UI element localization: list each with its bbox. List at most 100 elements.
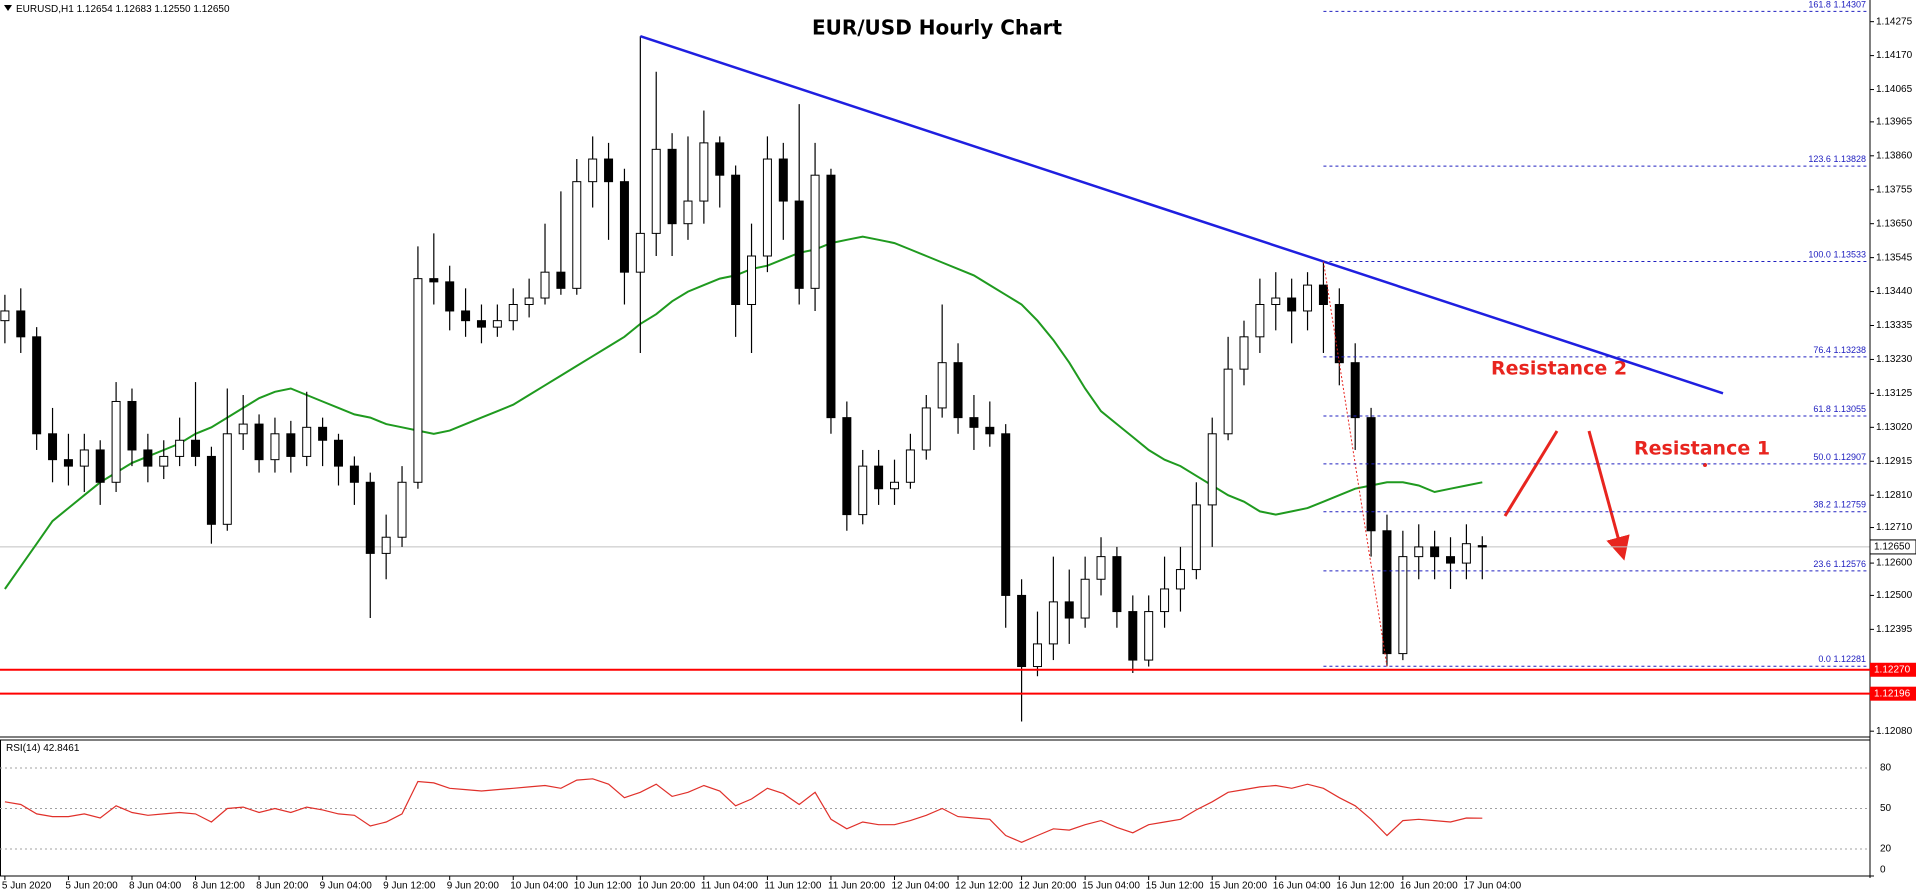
- candle-body: [1112, 556, 1122, 613]
- x-tick-label: 16 Jun 04:00: [1273, 881, 1331, 892]
- fib-price: 1.13533: [1833, 250, 1866, 260]
- y-tick-label: 1.14065: [1876, 84, 1913, 95]
- candle-body: [683, 200, 693, 225]
- candle-body: [731, 174, 741, 305]
- fib-ratio: 23.6: [1813, 559, 1831, 569]
- candle-body: [143, 449, 153, 467]
- candle-body: [445, 281, 455, 312]
- x-tick-label: 9 Jun 04:00: [320, 881, 373, 892]
- y-tick-label: 1.12600: [1876, 558, 1913, 569]
- candle-body: [302, 426, 312, 457]
- fib-price: 1.14307: [1833, 0, 1866, 10]
- candle-body: [667, 148, 677, 225]
- x-tick-label: 5 Jun 20:00: [65, 881, 118, 892]
- candle-body: [1271, 297, 1281, 305]
- candle-body: [762, 158, 772, 257]
- candle-body: [619, 181, 629, 273]
- candle-body: [842, 417, 852, 516]
- candle-body: [1128, 611, 1138, 661]
- candle-body: [699, 142, 709, 202]
- x-tick-label: 8 Jun 04:00: [129, 881, 182, 892]
- candle-body: [715, 142, 725, 176]
- y-tick-label: 1.13650: [1876, 218, 1913, 229]
- candle-body: [1175, 569, 1185, 590]
- fib-level-label: 100.0 1.13533: [1808, 250, 1866, 260]
- candle-body: [1255, 303, 1265, 338]
- candle-body: [429, 278, 439, 283]
- candle-body: [572, 181, 582, 289]
- rsi-tick-label: 80: [1880, 763, 1892, 774]
- candle-body: [222, 433, 232, 525]
- candle-body: [985, 426, 995, 435]
- support-price-box: [1870, 686, 1916, 701]
- y-tick-label: 1.13965: [1876, 117, 1913, 128]
- candle-body: [95, 449, 105, 483]
- candle-body: [890, 481, 900, 490]
- x-tick-label: 12 Jun 04:00: [892, 881, 950, 892]
- rsi-line: [4, 778, 1483, 843]
- candle-body: [111, 400, 121, 483]
- candle-body: [175, 439, 185, 457]
- rsi-header: RSI(14) 42.8461: [6, 743, 80, 754]
- candle-body: [159, 455, 169, 467]
- x-tick-label: 12 Jun 12:00: [955, 881, 1013, 892]
- candle-body: [747, 255, 757, 305]
- candle-body: [969, 417, 979, 428]
- candle-body: [0, 310, 10, 322]
- candle-body: [1350, 362, 1360, 419]
- candle-body: [540, 271, 550, 299]
- header-symbol: EURUSD,H1: [16, 4, 74, 15]
- x-tick-label: 15 Jun 20:00: [1209, 881, 1267, 892]
- x-tick-label: 16 Jun 20:00: [1400, 881, 1458, 892]
- fib-level-label: 161.8 1.14307: [1808, 0, 1866, 10]
- candle-body: [937, 362, 947, 409]
- x-tick-label: 5 Jun 2020: [2, 881, 52, 892]
- candle-body: [810, 174, 820, 289]
- candle-body: [492, 320, 502, 328]
- candle-body: [1334, 303, 1344, 364]
- candle-body: [556, 271, 566, 289]
- x-tick-label: 10 Jun 04:00: [510, 881, 568, 892]
- fib-level-label: 50.0 1.12907: [1813, 452, 1866, 462]
- candle-body: [1144, 611, 1154, 661]
- candle-body: [794, 200, 804, 289]
- candle-body: [286, 433, 296, 457]
- y-tick-label: 1.13335: [1876, 320, 1913, 331]
- fib-ratio: 123.6: [1808, 155, 1831, 165]
- candle-body: [1303, 284, 1313, 312]
- chart-title: EUR/USD Hourly Chart: [812, 16, 1063, 40]
- fib-price: 1.12907: [1833, 452, 1866, 462]
- scenario-arrow-up: [1503, 430, 1559, 517]
- candle-body: [333, 439, 343, 467]
- rsi-tick-label: 20: [1880, 844, 1892, 855]
- candle-body: [254, 423, 264, 461]
- candle-body: [1366, 417, 1376, 532]
- y-tick-label: 1.14275: [1876, 16, 1913, 27]
- annotation-label: Resistance 1: [1634, 438, 1770, 460]
- x-tick-label: 11 Jun 12:00: [764, 881, 822, 892]
- candle-body: [1446, 556, 1456, 564]
- scenario-arrow-down: [1587, 430, 1630, 561]
- y-tick-label: 1.12080: [1876, 726, 1913, 737]
- candle-body: [206, 455, 216, 525]
- x-tick-label: 16 Jun 12:00: [1336, 881, 1394, 892]
- candle-body: [1160, 588, 1170, 613]
- candle-body: [381, 536, 391, 554]
- x-tick-label: 9 Jun 12:00: [383, 881, 436, 892]
- y-tick-label: 1.12710: [1876, 522, 1913, 533]
- fib-price: 1.12281: [1833, 655, 1866, 665]
- fib-level-label: 23.6 1.12576: [1813, 559, 1866, 569]
- fib-ratio: 38.2: [1813, 500, 1831, 510]
- candle-body: [1477, 545, 1487, 548]
- x-tick-label: 11 Jun 20:00: [828, 881, 886, 892]
- candle-body: [524, 297, 534, 305]
- candle-body: [588, 158, 598, 183]
- candle-body: [1318, 284, 1328, 305]
- y-tick-label: 1.13125: [1876, 388, 1913, 399]
- candle-body: [1048, 601, 1058, 645]
- fib-price: 1.12576: [1833, 559, 1866, 569]
- candle-body: [635, 232, 645, 273]
- fib-ratio: 50.0: [1813, 452, 1831, 462]
- x-tick-label: 8 Jun 12:00: [193, 881, 246, 892]
